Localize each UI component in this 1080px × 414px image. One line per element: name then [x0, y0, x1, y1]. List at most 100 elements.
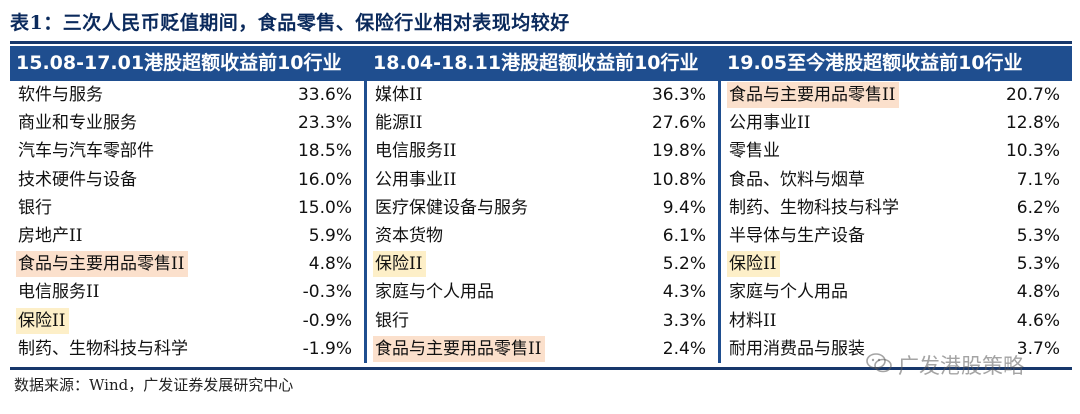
excess-return-value: -1.9% — [302, 338, 352, 359]
table-row: 银行 3.3% — [367, 307, 718, 335]
industry-name: 银行 — [375, 310, 409, 331]
industry-name: 保险II — [373, 251, 427, 278]
excess-return-value: 2.4% — [662, 338, 706, 359]
table-row: 耐用消费品与服装 3.7% — [721, 335, 1072, 363]
excess-return-value: 36.3% — [651, 85, 706, 106]
industry-name: 公用事业II — [729, 113, 811, 134]
wechat-icon — [866, 353, 892, 373]
excess-return-value: 16.0% — [297, 169, 352, 190]
industry-name: 软件与服务 — [18, 85, 103, 106]
table-row: 媒体II 36.3% — [367, 81, 718, 109]
excess-return-value: 18.5% — [297, 141, 352, 162]
table-row: 能源II 27.6% — [367, 109, 718, 137]
table-row: 食品与主要用品零售II 4.8% — [10, 250, 364, 278]
table-row: 商业和专业服务 23.3% — [10, 109, 364, 137]
table-row: 家庭与个人用品 4.8% — [721, 278, 1072, 306]
industry-name: 零售业 — [729, 141, 780, 162]
table-row: 资本货物 6.1% — [367, 222, 718, 250]
excess-return-value: 9.4% — [662, 197, 706, 218]
industry-name: 保险II — [16, 307, 70, 334]
table-row: 保险II 5.2% — [367, 250, 718, 278]
table-row: 电信服务II 19.8% — [367, 137, 718, 165]
table-row: 食品与主要用品零售II 20.7% — [721, 81, 1072, 109]
industry-name: 材料II — [729, 310, 777, 331]
excess-return-value: 4.3% — [662, 282, 706, 303]
industry-name: 银行 — [18, 197, 52, 218]
excess-return-value: 27.6% — [651, 113, 706, 134]
table-row: 制药、生物科技与科学 6.2% — [721, 194, 1072, 222]
excess-return-value: 23.3% — [297, 113, 352, 134]
industry-name: 汽车与汽车零部件 — [18, 141, 154, 162]
table-column: 19.05至今港股超额收益前10行业 食品与主要用品零售II 20.7% 公用事业II… — [718, 46, 1072, 363]
table-row: 制药、生物科技与科学 -1.9% — [10, 335, 364, 363]
table-title: 表1：三次人民币贬值期间，食品零售、保险行业相对表现均较好 — [10, 12, 570, 34]
table-row: 保险II -0.9% — [10, 307, 364, 335]
industry-name: 制药、生物科技与科学 — [729, 197, 899, 218]
excess-return-value: 5.3% — [1016, 254, 1060, 275]
industry-name: 食品、饮料与烟草 — [729, 169, 865, 190]
ranking-table: 15.08-17.01港股超额收益前10行业软件与服务 33.6% 商业和专业服务 2… — [10, 46, 1072, 363]
industry-name: 半导体与生产设备 — [729, 226, 865, 247]
table-row: 房地产II 5.9% — [10, 222, 364, 250]
table-row: 零售业 10.3% — [721, 137, 1072, 165]
excess-return-value: 6.2% — [1016, 197, 1060, 218]
table-row: 半导体与生产设备 5.3% — [721, 222, 1072, 250]
excess-return-value: 10.3% — [1005, 141, 1060, 162]
excess-return-value: 5.3% — [1016, 226, 1060, 247]
excess-return-value: 4.6% — [1016, 310, 1060, 331]
industry-name: 电信服务II — [375, 141, 457, 162]
industry-name: 商业和专业服务 — [18, 113, 137, 134]
industry-name: 食品与主要用品零售II — [373, 335, 546, 362]
industry-name: 耐用消费品与服装 — [729, 338, 865, 359]
industry-name: 媒体II — [375, 85, 423, 106]
table-row: 软件与服务 33.6% — [10, 81, 364, 109]
table-row: 汽车与汽车零部件 18.5% — [10, 137, 364, 165]
industry-name: 食品与主要用品零售II — [727, 82, 900, 109]
excess-return-value: 33.6% — [297, 85, 352, 106]
table-column: 18.04-18.11港股超额收益前10行业媒体II 36.3% 能源II 27.6%… — [364, 46, 718, 363]
industry-name: 电信服务II — [18, 282, 100, 303]
excess-return-value: 20.7% — [1005, 85, 1060, 106]
table-row: 保险II 5.3% — [721, 250, 1072, 278]
industry-name: 医疗保健设备与服务 — [375, 197, 528, 218]
industry-name: 家庭与个人用品 — [375, 282, 494, 303]
watermark-text: 广发港股策略 — [898, 354, 1024, 378]
table-column: 15.08-17.01港股超额收益前10行业软件与服务 33.6% 商业和专业服务 2… — [10, 46, 364, 363]
excess-return-value: 5.2% — [662, 254, 706, 275]
column-header: 18.04-18.11港股超额收益前10行业 — [367, 46, 718, 81]
industry-name: 食品与主要用品零售II — [16, 251, 189, 278]
excess-return-value: -0.3% — [302, 282, 352, 303]
bottom-rule — [10, 367, 1072, 370]
excess-return-value: -0.9% — [302, 310, 352, 331]
table-row: 食品、饮料与烟草 7.1% — [721, 166, 1072, 194]
table-row: 公用事业II 10.8% — [367, 166, 718, 194]
table-row: 电信服务II -0.3% — [10, 278, 364, 306]
industry-name: 资本货物 — [375, 226, 443, 247]
industry-name: 房地产II — [18, 226, 83, 247]
excess-return-value: 7.1% — [1016, 169, 1060, 190]
table-row: 食品与主要用品零售II 2.4% — [367, 335, 718, 363]
table-row: 技术硬件与设备 16.0% — [10, 166, 364, 194]
excess-return-value: 4.8% — [308, 254, 352, 275]
excess-return-value: 3.3% — [662, 310, 706, 331]
industry-name: 技术硬件与设备 — [18, 169, 137, 190]
table-row: 家庭与个人用品 4.3% — [367, 278, 718, 306]
table-row: 公用事业II 12.8% — [721, 109, 1072, 137]
table-row: 银行 15.0% — [10, 194, 364, 222]
industry-name: 制药、生物科技与科学 — [18, 338, 188, 359]
table-row: 材料II 4.6% — [721, 307, 1072, 335]
excess-return-value: 3.7% — [1016, 338, 1060, 359]
column-header: 19.05至今港股超额收益前10行业 — [721, 46, 1072, 81]
industry-name: 家庭与个人用品 — [729, 282, 848, 303]
excess-return-value: 6.1% — [662, 226, 706, 247]
column-header: 15.08-17.01港股超额收益前10行业 — [10, 46, 364, 81]
top-rule — [10, 41, 1072, 44]
excess-return-value: 12.8% — [1005, 113, 1060, 134]
source-note: 数据来源：Wind，广发证券发展研究中心 — [14, 376, 294, 394]
excess-return-value: 4.8% — [1016, 282, 1060, 303]
industry-name: 公用事业II — [375, 169, 457, 190]
industry-name: 保险II — [727, 251, 781, 278]
table-row: 医疗保健设备与服务 9.4% — [367, 194, 718, 222]
excess-return-value: 10.8% — [651, 169, 706, 190]
industry-name: 能源II — [375, 113, 423, 134]
